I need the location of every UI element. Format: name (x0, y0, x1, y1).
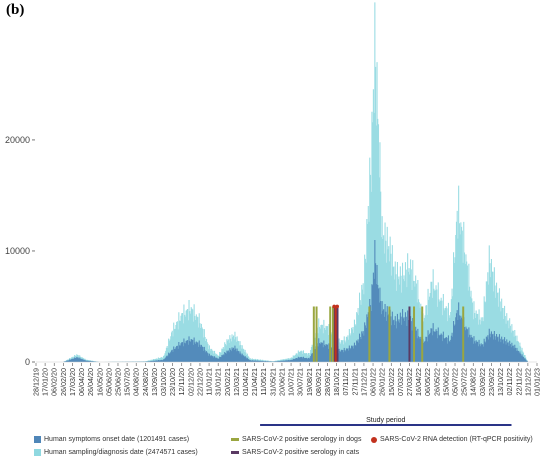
rna-detection-dot (335, 304, 339, 309)
x-tick-label: 23/09/22 (487, 368, 496, 396)
series-sampling-area (63, 2, 528, 362)
legend-item-symptoms: Human symptoms onset date (1201491 cases… (34, 436, 189, 443)
legend-label-dogs: SARS-CoV-2 positive serology in dogs (242, 436, 362, 443)
x-tick-label: 06/05/22 (423, 368, 432, 396)
x-tick-label: 16/05/20 (95, 368, 104, 396)
serology-markers (312, 304, 465, 362)
study-period-label: Study period (366, 417, 405, 424)
x-tick-label: 20/06/21 (277, 368, 286, 396)
legend-swatch-dogs (231, 438, 239, 441)
x-tick-label: 12/03/21 (232, 368, 241, 396)
x-tick-label: 06/01/22 (369, 368, 378, 396)
x-tick-label: 05/07/22 (451, 368, 460, 396)
x-tick-label: 17/03/20 (68, 368, 77, 396)
legend: Human symptoms onset date (1201491 cases… (0, 432, 550, 466)
chart-plot: 0 10000 20000 Study period 28/12/19 17/01/2… (5, 2, 542, 426)
x-tick-label: 03/09/22 (478, 368, 487, 396)
x-tick-label: 13/09/20 (150, 368, 159, 396)
legend-swatch-rna (371, 436, 377, 443)
x-tick-label: 22/12/20 (195, 368, 204, 396)
x-tick-label: 10/07/21 (287, 368, 296, 396)
x-tick-label: 07/11/21 (341, 368, 350, 395)
x-tick-label: 15/02/22 (387, 368, 396, 396)
legend-item-cats: SARS-CoV-2 positive serology in cats (231, 449, 359, 456)
x-tick-label: 11/05/21 (259, 368, 268, 395)
x-tick-label: 15/07/20 (123, 368, 132, 396)
rna-detection-dot (332, 304, 336, 309)
x-tick-label: 18/10/21 (332, 368, 341, 396)
x-tick-label: 26/01/22 (378, 368, 387, 396)
x-tick-label: 17/12/21 (359, 368, 368, 396)
legend-label-rna: SARS-CoV-2 RNA detection (RT-qPCR positi… (380, 436, 533, 443)
legend-item-sampling: Human sampling/diagnosis date (2474571 c… (34, 449, 198, 456)
legend-label-symptoms: Human symptoms onset date (1201491 cases… (44, 436, 190, 443)
y-tick-label: 20000 (5, 135, 30, 145)
x-tick-label: 08/09/21 (314, 368, 323, 396)
legend-swatch-symptoms (34, 436, 41, 443)
x-tick-label: 12/11/20 (177, 368, 186, 395)
x-tick-label: 20/02/21 (223, 368, 232, 396)
x-tick-label: 27/03/22 (405, 368, 414, 396)
x-tick-label: 05/06/20 (104, 368, 113, 396)
y-tick-label: 10000 (5, 246, 30, 256)
x-tick-label: 26/05/22 (432, 368, 441, 396)
legend-label-sampling: Human sampling/diagnosis date (2474571 c… (44, 449, 198, 456)
x-tick-label: 01/01/23 (533, 368, 542, 396)
legend-swatch-sampling (34, 449, 41, 456)
x-tick-label: 02/12/20 (186, 368, 195, 396)
x-tick-label: 31/01/21 (214, 368, 223, 396)
x-tick-label: 28/09/21 (323, 368, 332, 396)
legend-item-rna: SARS-CoV-2 RNA detection (RT-qPCR positi… (371, 436, 533, 443)
x-tick-label: 21/04/21 (250, 368, 259, 396)
y-axis: 0 10000 20000 (5, 135, 35, 367)
x-tick-label: 14/08/22 (469, 368, 478, 396)
x-tick-label: 24/08/20 (141, 368, 150, 396)
x-tick-label: 16/04/22 (414, 368, 423, 396)
x-tick-label: 26/02/20 (59, 368, 68, 396)
x-tick-label: 06/04/20 (77, 368, 86, 396)
x-tick-label: 23/10/20 (168, 368, 177, 396)
x-tick-label: 03/10/20 (159, 368, 168, 396)
study-period: Study period (260, 417, 512, 426)
x-tick-label: 27/11/21 (350, 368, 359, 395)
chart-areas (63, 2, 528, 362)
x-tick-label: 11/01/21 (205, 368, 214, 395)
x-tick-label: 04/08/20 (132, 368, 141, 396)
x-axis: 28/12/19 17/01/20 06/02/20 26/02/20 17/03/20… (32, 361, 542, 396)
x-tick-label: 19/08/21 (305, 368, 314, 396)
x-tick-label: 07/03/22 (396, 368, 405, 396)
x-tick-label: 13/10/22 (496, 368, 505, 396)
x-tick-label: 25/06/20 (113, 368, 122, 396)
legend-swatch-cats (231, 451, 239, 454)
x-tick-label: 28/12/19 (32, 368, 41, 396)
x-tick-label: 31/05/21 (268, 368, 277, 396)
x-tick-label: 26/04/20 (86, 368, 95, 396)
x-tick-label: 02/11/22 (505, 368, 514, 395)
x-tick-label: 17/01/20 (41, 368, 50, 396)
panel-label: (b) (6, 2, 25, 18)
x-tick-label: 30/07/21 (296, 368, 305, 396)
x-tick-label: 01/04/21 (241, 368, 250, 396)
legend-item-dogs: SARS-CoV-2 positive serology in dogs (231, 436, 361, 443)
x-tick-label: 12/12/22 (523, 368, 532, 396)
y-tick-label: 0 (25, 357, 30, 367)
x-tick-label: 25/07/22 (460, 368, 469, 396)
x-tick-label: 22/11/22 (514, 368, 523, 395)
x-tick-label: 06/02/20 (50, 368, 59, 396)
legend-label-cats: SARS-CoV-2 positive serology in cats (242, 449, 360, 456)
x-tick-label: 15/06/22 (441, 368, 450, 396)
